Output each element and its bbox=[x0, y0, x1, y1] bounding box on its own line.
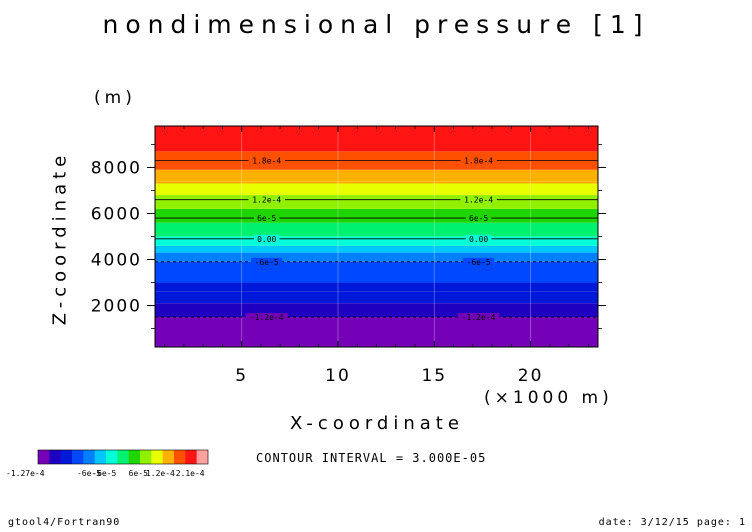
contour-label: 0.00 bbox=[469, 235, 488, 244]
color-band bbox=[155, 245, 598, 253]
x-axis-unit: (×1000 m) bbox=[484, 388, 613, 408]
contour-label-bg bbox=[253, 234, 280, 243]
color-band bbox=[155, 126, 598, 152]
x-tick-label: 5 bbox=[235, 366, 248, 386]
x-tick-label: 15 bbox=[421, 366, 447, 386]
color-band bbox=[155, 282, 598, 304]
color-band bbox=[155, 195, 598, 209]
contour-label-bg bbox=[463, 257, 495, 266]
x-tick-label: 20 bbox=[518, 366, 544, 386]
contour-label: 6e-5 bbox=[469, 214, 488, 223]
y-tick-label: 8000 bbox=[91, 158, 142, 178]
contour-label-bg bbox=[245, 313, 288, 322]
contour-label: -1.2e-4 bbox=[250, 313, 284, 322]
y-axis-unit: (m) bbox=[94, 88, 136, 108]
color-band bbox=[155, 208, 598, 223]
color-band bbox=[155, 236, 598, 246]
contour-label-bg bbox=[251, 257, 283, 266]
color-band bbox=[155, 252, 598, 262]
contour-label-bg bbox=[457, 313, 500, 322]
contour-label-bg bbox=[465, 234, 492, 243]
color-band bbox=[155, 317, 598, 347]
y-tick-label: 4000 bbox=[91, 251, 142, 271]
contour-label: -6e-5 bbox=[467, 258, 491, 267]
color-band bbox=[155, 261, 598, 283]
contour-label: 0.00 bbox=[257, 235, 276, 244]
contour-label: 6e-5 bbox=[257, 214, 276, 223]
contour-label-bg bbox=[253, 214, 280, 223]
color-band bbox=[155, 222, 598, 237]
chart-title: nondimensional pressure [1] bbox=[102, 10, 650, 39]
contour-label-bg bbox=[248, 156, 285, 165]
x-axis-label: X-coordinate bbox=[290, 413, 464, 434]
contour-label: -1.2e-4 bbox=[462, 313, 496, 322]
color-band bbox=[155, 169, 598, 184]
contour-interval-note: CONTOUR INTERVAL = 3.000E-05 bbox=[256, 451, 487, 465]
contour-label: 1.2e-4 bbox=[252, 196, 281, 205]
footer-date-page: date: 3/12/15 page: 1 bbox=[598, 517, 746, 528]
contour-label-bg bbox=[460, 195, 497, 204]
contour-label: 1.8e-4 bbox=[464, 157, 493, 166]
contour-label: 1.2e-4 bbox=[464, 196, 493, 205]
x-tick-label: 10 bbox=[325, 366, 351, 386]
color-band bbox=[155, 303, 598, 318]
y-tick-label: 6000 bbox=[91, 204, 142, 224]
color-band bbox=[155, 183, 598, 196]
contour-label-bg bbox=[248, 195, 285, 204]
contour-label-bg bbox=[465, 214, 492, 223]
y-tick-label: 2000 bbox=[91, 297, 142, 317]
contour-label-bg bbox=[460, 156, 497, 165]
contour-label: -6e-5 bbox=[255, 258, 279, 267]
contour-label: 1.8e-4 bbox=[252, 157, 281, 166]
footer-software: gtool4/Fortran90 bbox=[8, 517, 121, 528]
